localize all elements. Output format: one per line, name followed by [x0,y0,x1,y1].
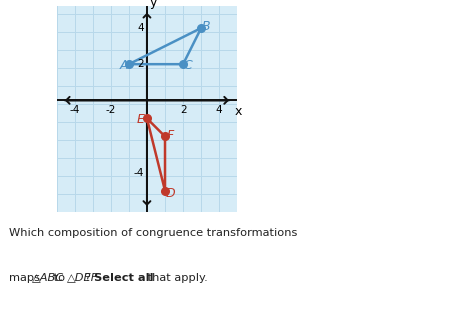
Text: y: y [150,0,157,9]
Text: Select all: Select all [94,273,154,283]
Text: F: F [166,129,173,142]
Text: Which composition of congruence transformations: Which composition of congruence transfor… [9,228,298,238]
Text: that apply.: that apply. [144,273,208,283]
Text: C: C [184,59,192,72]
Text: -2: -2 [106,105,116,115]
Text: 2: 2 [180,105,186,115]
Text: 4: 4 [216,105,223,115]
Text: x: x [235,105,242,118]
Text: -4: -4 [70,105,80,115]
Text: to: to [49,273,68,283]
Text: D: D [165,187,175,200]
Text: △DEF: △DEF [67,273,99,283]
Text: A: A [119,59,128,72]
Text: E: E [137,113,145,126]
Text: 2: 2 [137,59,144,69]
Text: B: B [201,20,210,33]
Text: △ABC: △ABC [31,273,64,283]
Text: 4: 4 [137,23,144,33]
Text: ?: ? [85,273,95,283]
Text: -4: -4 [134,168,144,178]
Text: maps: maps [9,273,44,283]
